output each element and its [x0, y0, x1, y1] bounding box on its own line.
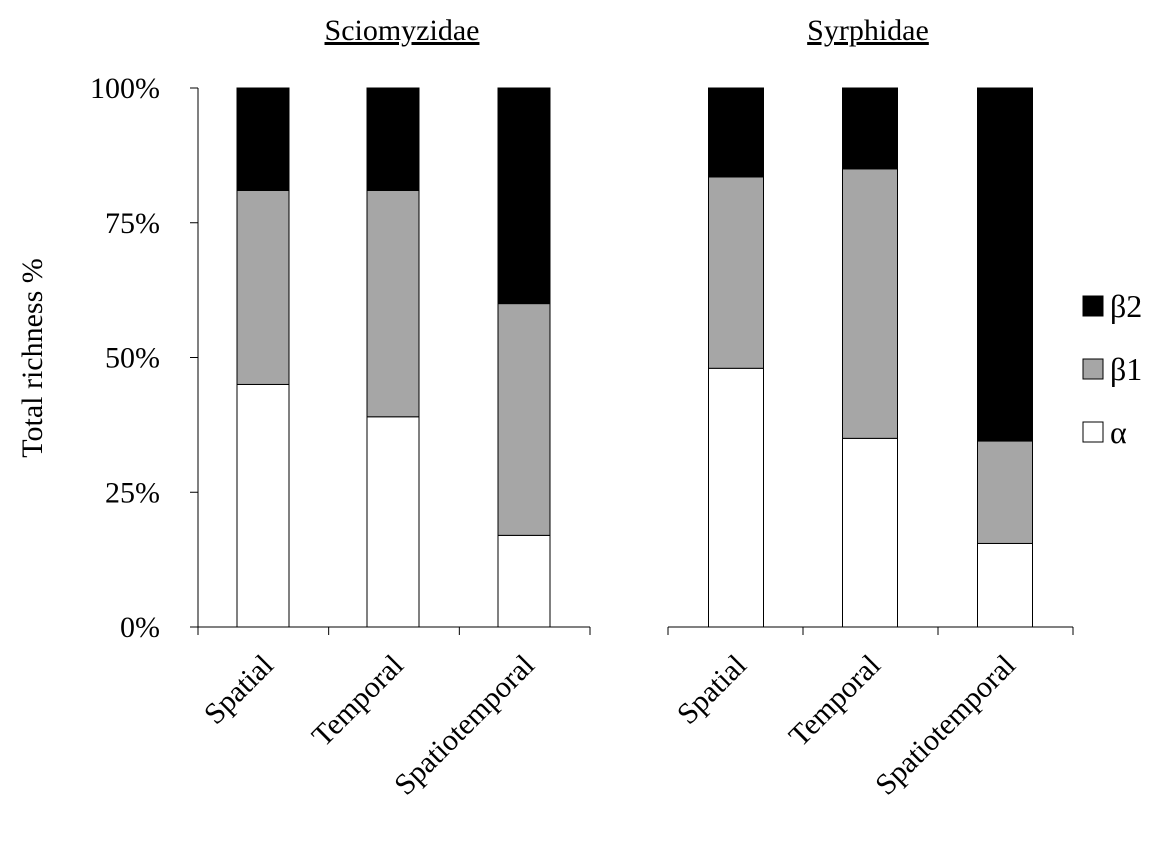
bar-segment [497, 534, 551, 628]
y-axis-label: Total richness % [16, 258, 49, 458]
legend-label: β2 [1110, 288, 1142, 324]
bar-segment [236, 87, 290, 191]
bar-segment [366, 87, 420, 191]
bar-segment [708, 87, 764, 178]
x-category-label: Spatial [671, 649, 753, 731]
bar-segment [497, 87, 551, 305]
x-category-label: Spatiotemporal [388, 649, 541, 802]
bar-segment [708, 367, 764, 628]
legend: β2 β1 α [1082, 288, 1142, 450]
bar-segment [977, 440, 1033, 544]
x-category-label: Temporal [306, 649, 410, 753]
y-tick-label: 75% [105, 207, 160, 240]
x-category-label: Temporal [783, 649, 887, 753]
legend-swatch [1082, 421, 1104, 443]
y-tick-label: 100% [90, 72, 160, 105]
bar-segment [366, 189, 420, 418]
y-tick-label: 25% [105, 476, 160, 509]
bar-segment [977, 542, 1033, 628]
bar-segment [236, 383, 290, 628]
bar-segment [366, 416, 420, 628]
panel-title: Syrphidae [807, 14, 929, 47]
x-category-label: Spatiotemporal [869, 649, 1022, 802]
bar-segment [497, 303, 551, 536]
legend-swatch [1082, 358, 1104, 380]
x-category-label: Spatial [198, 649, 280, 731]
legend-label: α [1110, 414, 1127, 450]
legend-label: β1 [1110, 351, 1142, 387]
bar-segment [977, 87, 1033, 442]
y-tick-label: 0% [120, 611, 160, 644]
bar-segment [236, 189, 290, 385]
bar-segment [842, 168, 898, 439]
legend-swatch [1082, 295, 1104, 317]
bar-segment [708, 176, 764, 369]
bar-segment [842, 87, 898, 170]
y-axis-ticks: 0% 25% 50% 75% 100% [90, 72, 160, 644]
bar-segment [842, 437, 898, 628]
panel-title: Sciomyzidae [325, 14, 480, 47]
y-tick-label: 50% [105, 342, 160, 375]
